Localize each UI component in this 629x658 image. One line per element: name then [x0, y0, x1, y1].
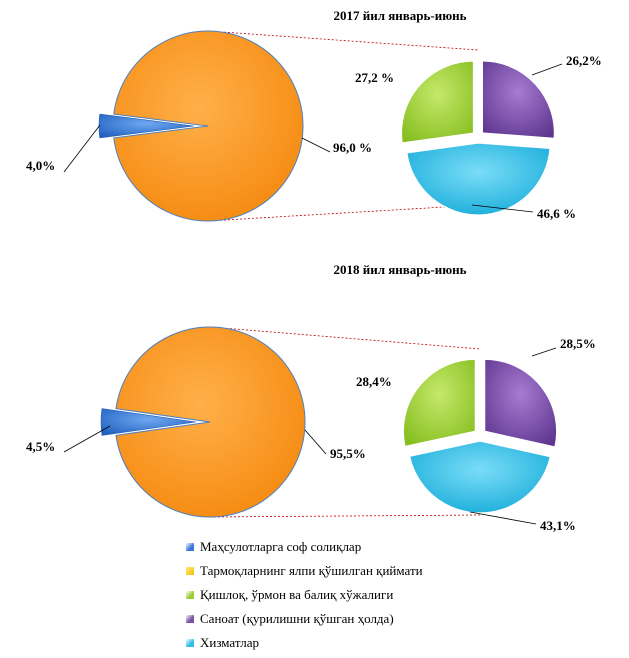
chart-2-leader-services	[469, 511, 537, 525]
legend-swatch-gradient-square-icon	[186, 615, 194, 623]
chart-2-slice-agriculture	[402, 358, 476, 448]
chart-1-connector-line	[207, 204, 479, 222]
legend-label: Хизматлар	[200, 635, 259, 650]
chart-1-leader-industry	[531, 63, 563, 76]
chart-2-connector-line	[209, 326, 481, 350]
legend-item-sectors: Тармоқларнинг ялпи қўшилган қиймати	[186, 559, 486, 583]
chart-1-label-services: 46,6 %	[537, 206, 576, 221]
legend-swatch-gradient-square-icon	[186, 639, 194, 647]
chart-1-leader-services	[471, 204, 534, 213]
legend-swatch-gradient-square-icon	[186, 567, 194, 575]
chart-2-label-agriculture: 28,4%	[356, 374, 392, 389]
chart-2-label-sectors: 95,5%	[330, 446, 366, 461]
chart-2-label-services: 43,1%	[540, 518, 576, 533]
chart-1-label-sectors: 96,0 %	[333, 140, 372, 155]
chart-2-slice-sectors	[115, 326, 306, 518]
chart-2-connector-line	[209, 514, 481, 518]
chart-1-leader-products	[63, 124, 101, 173]
chart-1-label-agriculture: 27,2 %	[355, 70, 394, 85]
legend-item-agriculture: Қишлоқ, ўрмон ва балиқ хўжалиги	[186, 583, 486, 607]
chart-1-label-industry: 26,2%	[566, 53, 602, 68]
chart-2-slice-services	[408, 440, 551, 514]
legend-item-services: Хизматлар	[186, 631, 486, 655]
legend-label: Қишлоқ, ўрмон ва балиқ хўжалиги	[200, 587, 394, 602]
chart-2-leader-industry	[531, 347, 557, 357]
chart-2-leader-sectors	[304, 429, 327, 455]
legend-label: Тармоқларнинг ялпи қўшилган қиймати	[200, 563, 423, 578]
chart-1-title: 2017 йил январь-июнь	[333, 8, 466, 23]
legend-item-industry: Саноат (қурилишни қўшган ҳолда)	[186, 607, 486, 631]
legend-swatch-gradient-square-icon	[186, 591, 194, 599]
chart-legend: Маҳсулотларга соф солиқлар Тармоқларнинг …	[186, 535, 486, 655]
chart-1-slice-services	[406, 142, 551, 216]
legend-swatch-gradient-square-icon	[186, 543, 194, 551]
chart-1-slice-industry	[481, 60, 555, 139]
chart-2-leader-products	[63, 425, 111, 453]
chart-1-connector-line	[207, 30, 479, 51]
legend-label: Саноат (қурилишни қўшган ҳолда)	[200, 611, 394, 626]
chart-2-slice-products	[100, 408, 197, 436]
chart-1-slice-agriculture	[400, 60, 475, 144]
chart-1-label-products: 4,0%	[26, 158, 55, 173]
chart-2-label-industry: 28,5%	[560, 336, 596, 351]
chart-2-label-products: 4,5%	[26, 439, 55, 454]
legend-label: Маҳсулотларга соф солиқлар	[200, 539, 362, 554]
chart-2-slice-industry	[484, 358, 558, 448]
chart-1-slice-sectors	[113, 30, 304, 222]
chart-1-leader-sectors	[301, 137, 331, 153]
legend-item-products: Маҳсулотларга соф солиқлар	[186, 535, 486, 559]
chart-2-title: 2018 йил январь-июнь	[333, 262, 466, 277]
